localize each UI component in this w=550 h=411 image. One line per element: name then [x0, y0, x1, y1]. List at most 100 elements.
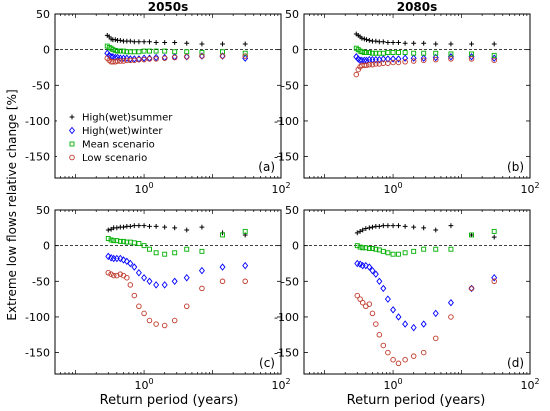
- data-point: [162, 40, 168, 45]
- data-point: [112, 37, 118, 43]
- data-point: [433, 41, 439, 47]
- data-point: [131, 39, 137, 45]
- data-point: [141, 39, 147, 45]
- data-point: [366, 225, 372, 231]
- y-tick-label: -150: [25, 151, 50, 164]
- data-point: [136, 223, 142, 229]
- data-point: [120, 58, 127, 64]
- data-point: [112, 59, 119, 65]
- data-point: [117, 48, 123, 54]
- legend-entry-label: Low scenario: [82, 153, 147, 164]
- data-point: [396, 223, 401, 229]
- data-point: [136, 56, 142, 63]
- data-point: [376, 61, 383, 67]
- data-point: [131, 55, 138, 63]
- data-point: [390, 251, 396, 257]
- data-point: [146, 277, 153, 286]
- data-point: [141, 310, 147, 317]
- x-axis-label-left: Return period (years): [100, 393, 239, 408]
- data-point: [242, 41, 248, 47]
- data-point: [376, 224, 382, 229]
- y-tick-label: -50: [281, 275, 299, 288]
- data-point: [121, 238, 126, 244]
- y-tick-label: -100: [274, 311, 299, 324]
- data-point: [242, 228, 248, 234]
- data-point: [127, 282, 134, 288]
- data-point: [396, 40, 401, 45]
- data-point: [131, 240, 137, 246]
- series-diamond: [105, 252, 249, 289]
- series-plus: [354, 223, 497, 240]
- data-point: [120, 256, 127, 264]
- data-point: [117, 238, 123, 244]
- y-tick-label: -50: [32, 275, 50, 288]
- panel-frame: [303, 13, 531, 179]
- data-point: [110, 272, 117, 279]
- series-square: [105, 228, 248, 257]
- data-point: [220, 41, 225, 47]
- data-point: [115, 48, 121, 54]
- panel-frame: [54, 209, 282, 375]
- data-point: [127, 38, 133, 44]
- data-point: [117, 254, 124, 263]
- data-point: [127, 57, 134, 64]
- data-point: [390, 59, 396, 66]
- data-point: [390, 306, 397, 314]
- data-point: [146, 56, 153, 62]
- data-point: [360, 245, 366, 251]
- data-point: [468, 285, 475, 292]
- legend-entry-label: Mean scenario: [82, 140, 155, 151]
- data-point: [184, 227, 190, 233]
- y-tick-label: -50: [281, 79, 299, 92]
- data-point: [353, 71, 360, 78]
- data-point: [448, 51, 454, 57]
- data-point: [124, 57, 130, 64]
- data-point: [117, 271, 124, 277]
- data-point: [402, 320, 409, 328]
- data-point: [380, 39, 386, 45]
- data-point: [199, 53, 205, 59]
- data-point: [131, 49, 137, 55]
- data-point: [199, 224, 205, 230]
- data-point: [369, 266, 376, 275]
- data-point: [366, 37, 372, 43]
- data-point: [354, 243, 360, 249]
- data-point: [410, 58, 417, 64]
- y-tick-label: -100: [25, 311, 50, 324]
- data-point: [380, 248, 386, 254]
- data-point: [199, 50, 205, 55]
- data-point: [198, 52, 205, 60]
- data-point: [123, 257, 130, 266]
- data-point: [357, 244, 363, 250]
- data-point: [124, 239, 130, 245]
- series-plus: [353, 31, 497, 47]
- series-square: [104, 43, 248, 56]
- data-point: [108, 237, 114, 243]
- data-point: [366, 263, 373, 271]
- series-circle: [353, 56, 497, 78]
- data-point: [402, 59, 408, 65]
- data-point: [131, 223, 137, 229]
- y-tick-label: 0: [292, 240, 299, 253]
- data-point: [117, 37, 123, 43]
- data-point: [376, 332, 383, 338]
- data-point: [420, 57, 427, 64]
- panel-label: (d): [507, 356, 524, 370]
- data-point: [370, 50, 375, 56]
- data-point: [366, 301, 373, 307]
- data-point: [105, 269, 112, 276]
- data-point: [410, 323, 417, 332]
- data-point: [135, 269, 142, 277]
- data-point: [395, 313, 402, 321]
- legend-marker: [69, 126, 75, 135]
- data-point: [432, 56, 439, 63]
- data-point: [372, 270, 379, 278]
- y-tick-label: 0: [292, 44, 299, 57]
- data-point: [242, 261, 249, 270]
- data-point: [111, 238, 117, 244]
- panel-label: (c): [259, 356, 275, 370]
- data-point: [171, 54, 178, 61]
- data-point: [373, 61, 379, 67]
